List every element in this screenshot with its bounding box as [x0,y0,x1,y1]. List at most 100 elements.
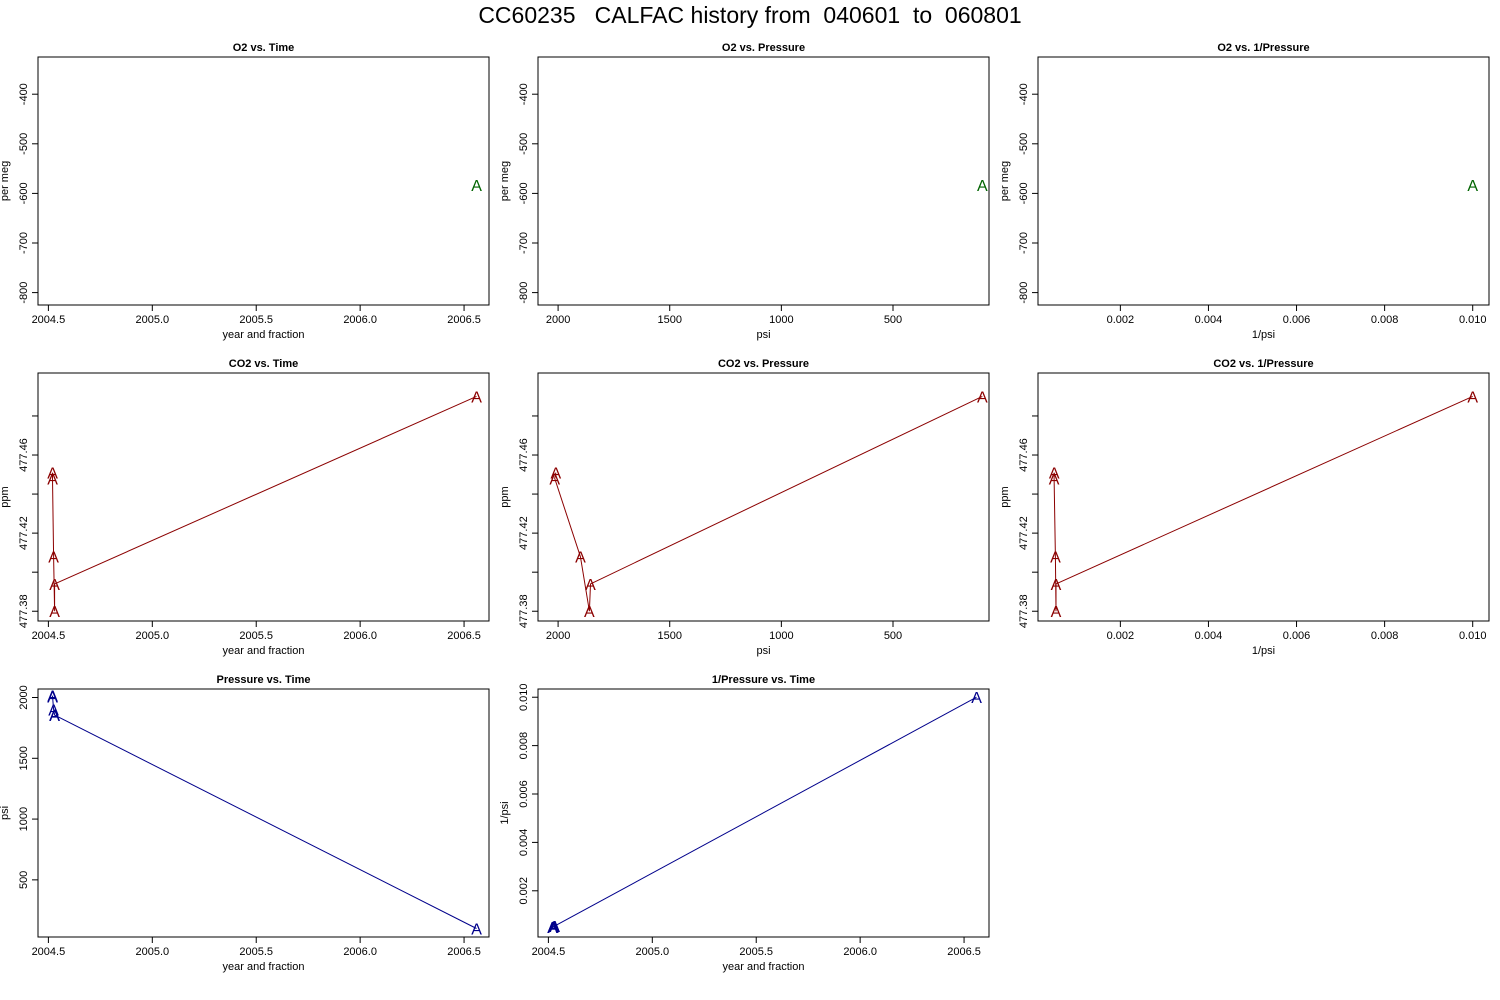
chart-1-y-tick-label: -700 [18,232,30,254]
chart-2-y-tick-label: -600 [518,182,530,204]
chart-4-data-point: A [47,471,58,488]
chart-5-title: CO2 vs. Pressure [718,358,809,370]
chart-8: 1/Pressure vs. Time 2004.5 2005.0 2005.5 200… [499,674,990,973]
chart-8-y-tick-label: 0.006 [518,780,530,808]
chart-6-title: CO2 vs. 1/Pressure [1213,358,1313,370]
chart-8-x-tick-label: 2005.5 [739,946,773,958]
chart-1-x-tick-label: 2004.5 [32,314,66,326]
chart-3-x-tick-label: 0.002 [1107,314,1135,326]
chart-7-y-tick-label: 1000 [18,807,30,831]
chart-3-plot-frame [1037,56,1490,306]
chart-8-data-point: A [971,690,982,707]
chart-7-y-tick-label: 2000 [18,685,30,709]
chart-5-data-point: A [549,471,560,488]
chart-2-y-tick-label: -400 [518,83,530,105]
chart-5-x-tick-label: 1000 [769,630,793,642]
chart-6-data-point: A [1049,471,1060,488]
chart-7-series-line [52,695,477,929]
chart-6-x-tick-label: 0.006 [1283,630,1311,642]
chart-8-y-tick-label: 0.008 [518,732,530,760]
chart-5-y-axis-label: ppm [499,486,511,507]
chart-3-title: O2 vs. 1/Pressure [1217,42,1309,54]
chart-2-x-tick-label: 2000 [546,314,570,326]
chart-1: O2 vs. Time 2004.5 2005.0 2005.5 2006.0 2006.… [0,42,490,341]
chart-3-y-tick-label: -500 [1018,133,1030,155]
chart-3-data-point: A [1467,178,1478,195]
chart-6-data-point: A [1051,604,1062,621]
chart-1-y-tick-label: -500 [18,133,30,155]
chart-4-x-tick-label: 2006.0 [343,630,377,642]
chart-6-series-line [1053,395,1473,612]
chart-3-y-tick-label: -400 [1018,83,1030,105]
chart-3-x-tick-label: 0.008 [1371,314,1399,326]
chart-2-x-tick-label: 1000 [769,314,793,326]
chart-5-y-tick-label: 477.42 [518,516,530,550]
chart-7-x-tick-label: 2006.0 [343,946,377,958]
chart-4-title: CO2 vs. Time [229,358,299,370]
chart-6-x-tick-label: 0.004 [1195,630,1223,642]
chart-4-data-point: A [49,604,60,621]
chart-2-x-tick-label: 500 [884,314,902,326]
chart-7-x-tick-label: 2004.5 [32,946,66,958]
chart-8-x-tick-label: 2005.0 [635,946,669,958]
chart-5-x-tick-label: 2000 [546,630,570,642]
chart-1-x-tick-label: 2006.5 [447,314,481,326]
chart-7-y-tick-label: 1500 [18,746,30,770]
chart-8-data-point: A [549,919,560,936]
chart-5-x-tick-label: 500 [884,630,902,642]
chart-4-data-point: A [471,389,482,406]
chart-1-x-tick-label: 2006.0 [343,314,377,326]
page-title: CC60235 CALFAC history from 040601 to 06… [478,2,1022,28]
chart-7-x-tick-label: 2005.0 [135,946,169,958]
chart-5-data-point: A [584,604,595,621]
chart-3-y-tick-label: -600 [1018,182,1030,204]
chart-1-y-axis-label: per meg [0,161,11,201]
chart-8-series-line [552,696,977,928]
chart-2-plot-frame [537,56,990,306]
chart-3-y-axis-label: per meg [999,161,1011,201]
chart-4-y-tick-label: 477.46 [18,438,30,472]
chart-1-title: O2 vs. Time [233,42,295,54]
chart-7-data-point: A [47,689,58,706]
chart-5-data-point: A [575,550,586,567]
chart-3-x-tick-label: 0.010 [1459,314,1487,326]
chart-5-data-point: A [585,577,596,594]
chart-2-y-tick-label: -700 [518,232,530,254]
chart-3-x-axis-label: 1/psi [1252,329,1275,341]
chart-7-data-point: A [471,921,482,938]
chart-4-x-tick-label: 2005.0 [135,630,169,642]
chart-6-data-point: A [1467,389,1478,406]
chart-4-data-point: A [47,466,58,483]
chart-8-x-tick-label: 2004.5 [532,946,566,958]
chart-1-plot-frame [37,56,490,306]
chart-2: O2 vs. Pressure 2000 1500 1000 500 -400 -500 -6… [499,42,990,341]
chart-8-y-axis-label: 1/psi [499,801,511,824]
chart-1-y-tick-label: -600 [18,182,30,204]
chart-6-y-tick-label: 477.38 [1018,594,1030,628]
chart-1-y-tick-label: -800 [18,282,30,304]
chart-2-title: O2 vs. Pressure [722,42,805,54]
chart-8-data-point: A [547,920,558,937]
chart-3-x-tick-label: 0.006 [1283,314,1311,326]
chart-8-y-tick-label: 0.002 [518,877,530,905]
chart-3-y-tick-label: -800 [1018,282,1030,304]
chart-4-x-axis-label: year and fraction [223,645,305,657]
chart-7-data-point: A [47,689,58,706]
chart-2-y-tick-label: -800 [518,282,530,304]
chart-5-data-point: A [977,389,988,406]
chart-8-title: 1/Pressure vs. Time [712,674,815,686]
chart-4-y-tick-label: 477.38 [18,594,30,628]
chart-4-x-tick-label: 2005.5 [239,630,273,642]
chart-2-data-point: A [977,178,988,195]
chart-6-x-tick-label: 0.008 [1371,630,1399,642]
chart-7-y-tick-label: 500 [18,871,30,889]
chart-5-y-tick-label: 477.38 [518,594,530,628]
chart-7-x-tick-label: 2006.5 [447,946,481,958]
chart-4-plot-frame [37,372,490,622]
chart-8-data-point: A [547,920,558,937]
chart-8-plot-frame [537,688,990,938]
chart-4-data-point: A [49,577,60,594]
chart-3: O2 vs. 1/Pressure 0.002 0.004 0.006 0.008 0.0… [999,42,1490,341]
chart-1-x-axis-label: year and fraction [223,329,305,341]
